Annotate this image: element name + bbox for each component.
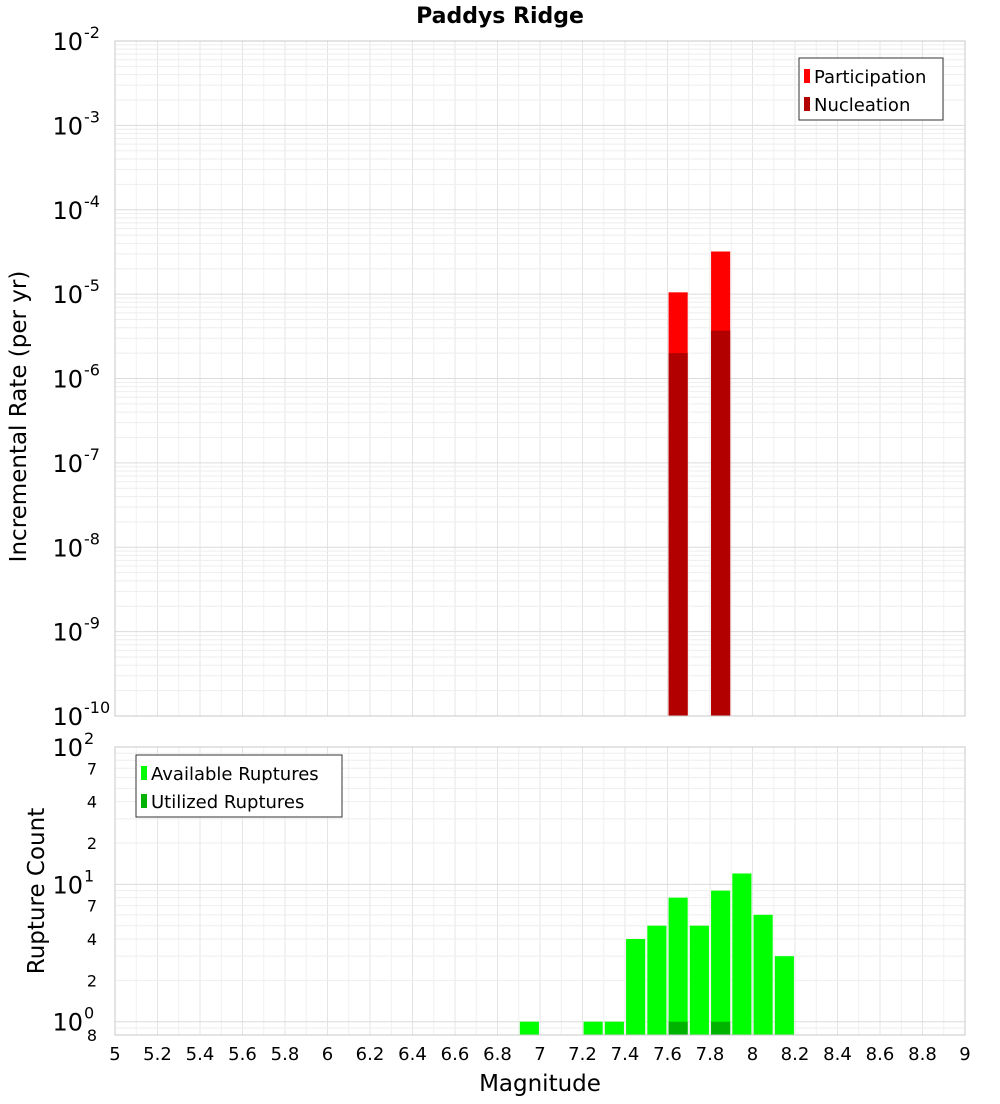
x-tick-label: 7.4	[611, 1044, 640, 1065]
x-tick-label: 9	[959, 1044, 970, 1065]
y-tick-exponent: -4	[84, 192, 100, 211]
x-tick-label: 5.8	[271, 1044, 300, 1065]
y-tick-exponent: -3	[84, 107, 100, 126]
available-bar	[689, 925, 709, 1035]
available-bar	[711, 890, 731, 1035]
y-tick-exponent: 0	[84, 1004, 94, 1023]
x-tick-label: 5.4	[186, 1044, 215, 1065]
legend-swatch	[141, 766, 147, 780]
y-tick-exponent: -2	[84, 23, 100, 42]
available-bar	[626, 939, 646, 1035]
y-tick-exponent: -10	[84, 698, 110, 717]
x-axis: 5 5.2 5.4 5.6 5.8 6 6.2 6.4 6.6 6.8 7 7.2 7.4 7.6 7.8 8…	[109, 1044, 970, 1097]
legend-entry: Available Ruptures	[151, 764, 319, 785]
legend-entry: Participation	[814, 67, 926, 88]
y-tick-exponent: 2	[84, 729, 94, 748]
available-bar	[668, 897, 688, 1035]
y-tick-exponent: -8	[84, 529, 100, 548]
x-tick-label: 6.2	[356, 1044, 385, 1065]
legend-swatch	[804, 69, 810, 83]
x-tick-label: 7	[534, 1044, 545, 1065]
y-tick-minor-label: 8	[87, 1026, 97, 1045]
y-tick-exponent: 1	[84, 866, 94, 885]
y-tick-exponent: -7	[84, 445, 100, 464]
x-tick-label: 5	[109, 1044, 120, 1065]
y-tick-minor-label: 2	[87, 834, 97, 853]
legend-entry: Nucleation	[814, 95, 910, 116]
y-tick-minor-label: 4	[87, 793, 97, 812]
x-tick-label: 7.2	[568, 1044, 597, 1065]
y-tick-label: 10	[52, 619, 83, 647]
y-tick-label: 10	[52, 703, 83, 731]
y-tick-label: 10	[52, 366, 83, 394]
top-panel: 10-210-310-410-510-610-710-810-910 -10Par…	[6, 23, 966, 731]
legend-swatch	[141, 794, 147, 808]
y-tick-label: 10	[52, 197, 83, 225]
legend-swatch	[804, 97, 810, 111]
y-tick-label: 10	[52, 28, 83, 56]
x-tick-label: 6.4	[398, 1044, 427, 1065]
legend-box	[135, 754, 343, 818]
x-tick-label: 8.8	[908, 1044, 937, 1065]
x-tick-label: 8.4	[823, 1044, 852, 1065]
legend-box	[798, 57, 944, 121]
utilized-bar	[711, 1021, 731, 1035]
x-tick-label: 8	[747, 1044, 758, 1065]
y-tick-exponent: -9	[84, 614, 100, 633]
available-bar	[583, 1021, 603, 1035]
y-tick-label: 10	[52, 450, 83, 478]
y-axis-label-bottom: Rupture Count	[24, 808, 50, 974]
y-tick-label: 10	[52, 734, 83, 762]
utilized-bar	[668, 1021, 688, 1035]
x-tick-label: 8.2	[781, 1044, 810, 1065]
y-tick-minor-label: 7	[87, 897, 97, 916]
x-tick-label: 8.6	[866, 1044, 895, 1065]
x-tick-label: 5.2	[143, 1044, 172, 1065]
x-axis-label: Magnitude	[479, 1071, 601, 1097]
nucleation-bar	[668, 353, 688, 716]
x-tick-label: 6.8	[483, 1044, 512, 1065]
available-bar	[753, 914, 773, 1035]
y-axis-label-top: Incremental Rate (per yr)	[6, 271, 32, 563]
available-bar	[519, 1021, 539, 1035]
y-tick-label: 10	[52, 1009, 83, 1037]
legend-entry: Utilized Ruptures	[151, 792, 304, 813]
x-tick-label: 7.8	[696, 1044, 725, 1065]
y-tick-minor-label: 4	[87, 930, 97, 949]
y-tick-exponent: -5	[84, 276, 100, 295]
y-tick-label: 10	[52, 281, 83, 309]
plot-frame	[114, 40, 966, 717]
x-tick-label: 5.6	[228, 1044, 257, 1065]
y-tick-label: 10	[52, 112, 83, 140]
y-tick-minor-label: 7	[87, 759, 97, 778]
x-tick-label: 7.6	[653, 1044, 682, 1065]
plot-frame	[114, 746, 966, 1036]
available-bar	[604, 1021, 624, 1035]
x-tick-label: 6.6	[441, 1044, 470, 1065]
available-bar	[774, 956, 794, 1035]
available-bar	[732, 873, 752, 1035]
available-bar	[647, 925, 667, 1035]
nucleation-bar	[711, 330, 731, 716]
chart-title: Paddys Ridge	[416, 4, 584, 29]
y-tick-label: 10	[52, 534, 83, 562]
y-tick-label: 10	[52, 871, 83, 899]
y-tick-exponent: -6	[84, 361, 100, 380]
y-tick-minor-label: 2	[87, 971, 97, 990]
x-tick-label: 6	[322, 1044, 333, 1065]
